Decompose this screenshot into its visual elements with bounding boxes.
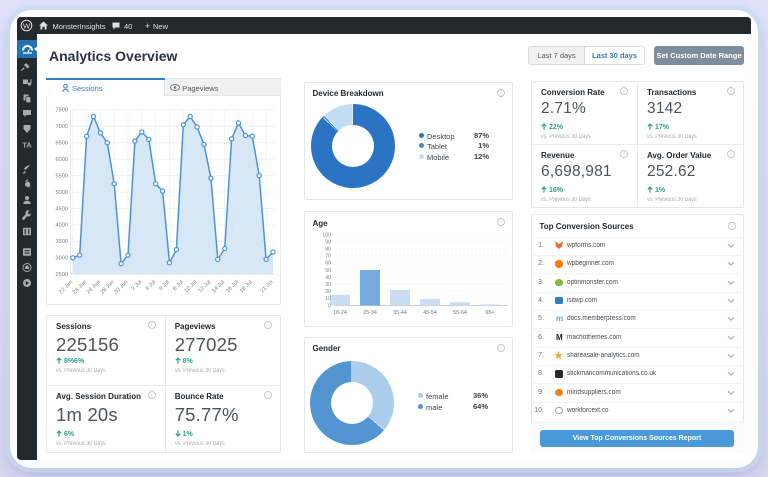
svg-text:26 Jun: 26 Jun xyxy=(86,279,102,295)
svg-text:7000: 7000 xyxy=(56,124,68,130)
svg-text:5000: 5000 xyxy=(56,189,68,195)
svg-text:65+: 65+ xyxy=(485,310,494,316)
svg-text:90: 90 xyxy=(325,239,331,245)
svg-text:10 Jul: 10 Jul xyxy=(184,279,199,294)
svg-text:5500: 5500 xyxy=(56,173,68,179)
svg-text:2500: 2500 xyxy=(56,272,68,278)
svg-text:14 Jul: 14 Jul xyxy=(211,279,226,294)
svg-text:6500: 6500 xyxy=(56,140,68,146)
svg-text:7500: 7500 xyxy=(56,107,68,113)
svg-text:28 Jun: 28 Jun xyxy=(99,279,115,295)
svg-text:16 Jul: 16 Jul xyxy=(225,279,240,294)
svg-text:55-64: 55-64 xyxy=(453,310,467,316)
svg-text:30: 30 xyxy=(325,282,331,288)
svg-text:10: 10 xyxy=(325,296,331,302)
svg-text:18 Jul: 18 Jul xyxy=(239,279,254,294)
svg-text:24 Jun: 24 Jun xyxy=(72,279,88,295)
svg-text:70: 70 xyxy=(325,254,331,260)
svg-text:3500: 3500 xyxy=(56,239,68,245)
svg-text:22 Jun: 22 Jun xyxy=(58,279,74,295)
svg-text:60: 60 xyxy=(325,261,331,267)
svg-text:35-44: 35-44 xyxy=(393,310,407,316)
svg-text:4 Jul: 4 Jul xyxy=(145,279,158,292)
svg-text:2 Jul: 2 Jul xyxy=(131,279,144,292)
svg-text:0: 0 xyxy=(328,303,331,309)
svg-text:100: 100 xyxy=(322,232,331,238)
svg-text:21 Jul: 21 Jul xyxy=(260,279,275,294)
svg-text:W: W xyxy=(23,21,31,30)
svg-text:25-34: 25-34 xyxy=(363,310,377,316)
svg-text:12 Jul: 12 Jul xyxy=(198,279,213,294)
svg-text:3000: 3000 xyxy=(56,255,68,261)
svg-text:80: 80 xyxy=(325,247,331,253)
svg-text:30 Jun: 30 Jun xyxy=(113,279,129,295)
svg-text:4000: 4000 xyxy=(56,222,68,228)
svg-text:4500: 4500 xyxy=(56,206,68,212)
svg-text:6000: 6000 xyxy=(56,157,68,163)
svg-text:20: 20 xyxy=(325,289,331,295)
svg-text:45-54: 45-54 xyxy=(423,310,437,316)
svg-text:TA: TA xyxy=(22,141,32,150)
svg-text:6 Jul: 6 Jul xyxy=(158,279,171,292)
svg-text:18-24: 18-24 xyxy=(333,310,347,316)
svg-text:50: 50 xyxy=(325,268,331,274)
svg-text:40: 40 xyxy=(325,275,331,281)
